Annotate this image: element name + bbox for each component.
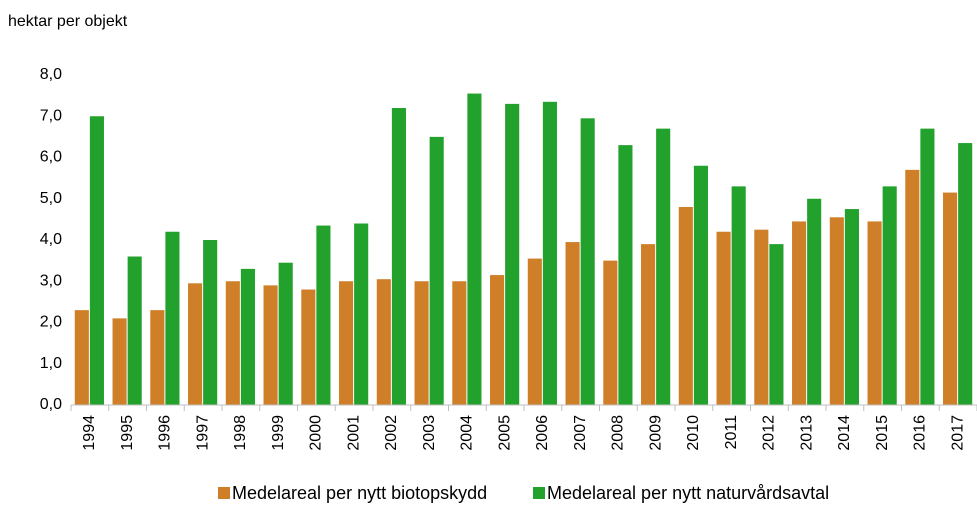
bar	[316, 225, 331, 405]
x-tick-label: 2004	[459, 415, 476, 451]
bar	[882, 186, 897, 405]
bar	[565, 242, 580, 405]
bar	[542, 101, 557, 405]
bar	[263, 285, 278, 405]
legend-swatch	[533, 487, 545, 499]
y-tick-label: 7,0	[40, 107, 62, 124]
bar	[165, 231, 180, 405]
bar	[807, 198, 822, 405]
bar	[792, 221, 807, 405]
y-tick-label: 5,0	[40, 190, 62, 207]
bar	[339, 281, 354, 405]
x-tick-label: 2002	[383, 415, 400, 451]
bar	[429, 136, 444, 405]
x-tick-label: 1998	[232, 415, 249, 451]
y-tick-label: 6,0	[40, 149, 62, 166]
bar	[414, 281, 429, 405]
x-tick-label: 2000	[308, 415, 325, 451]
bar	[844, 209, 859, 405]
bar	[391, 108, 406, 405]
x-tick-label: 1995	[119, 415, 136, 451]
bar	[505, 103, 520, 405]
bar	[829, 217, 844, 405]
bar	[943, 192, 958, 405]
legend-label: Medelareal per nytt biotopskydd	[232, 483, 487, 503]
bar	[452, 281, 467, 405]
x-tick-label: 1997	[194, 415, 211, 451]
bar	[754, 229, 769, 405]
x-tick-label: 2008	[610, 415, 627, 451]
bar	[958, 143, 973, 405]
bar	[490, 275, 505, 405]
bar	[716, 231, 731, 405]
x-tick-label: 2007	[572, 415, 589, 451]
legend-swatch	[218, 487, 230, 499]
bar	[867, 221, 882, 405]
bar	[693, 165, 708, 405]
bar	[127, 256, 142, 405]
bar	[354, 223, 369, 405]
x-tick-label: 2012	[761, 415, 778, 451]
bar	[580, 118, 595, 405]
x-tick-label: 2014	[836, 415, 853, 451]
y-axis-label: hektar per objekt	[8, 13, 128, 30]
bar	[769, 244, 784, 405]
x-tick-label: 2017	[949, 415, 966, 451]
x-tick-label: 2013	[798, 415, 815, 451]
bar	[603, 260, 618, 405]
legend-label: Medelareal per nytt naturvårdsavtal	[547, 483, 829, 503]
x-tick-label: 2010	[685, 415, 702, 451]
x-tick-label: 2009	[647, 415, 664, 451]
bar	[905, 169, 920, 405]
bar	[618, 145, 633, 405]
bar	[225, 281, 240, 405]
bar	[467, 93, 482, 405]
x-tick-label: 2001	[345, 415, 362, 451]
bar	[112, 318, 127, 405]
bar	[678, 207, 693, 405]
bar	[656, 128, 671, 405]
y-tick-label: 0,0	[40, 396, 62, 413]
x-tick-label: 2016	[912, 415, 929, 451]
y-tick-label: 3,0	[40, 272, 62, 289]
bar	[920, 128, 935, 405]
bar	[731, 186, 746, 405]
bar	[188, 283, 203, 405]
x-tick-label: 1994	[81, 415, 98, 451]
bar	[376, 279, 391, 405]
bar	[278, 262, 293, 405]
bar	[74, 310, 89, 405]
y-tick-label: 4,0	[40, 231, 62, 248]
x-tick-label: 2005	[496, 415, 513, 451]
x-tick-label: 2006	[534, 415, 551, 451]
bar	[203, 240, 218, 405]
bar	[527, 258, 542, 405]
bar	[150, 310, 165, 405]
bar	[240, 268, 255, 405]
x-tick-label: 1999	[270, 415, 287, 451]
bar	[89, 116, 104, 405]
bar	[641, 244, 656, 405]
y-tick-label: 2,0	[40, 314, 62, 331]
x-tick-label: 2003	[421, 415, 438, 451]
x-tick-label: 1996	[157, 415, 174, 451]
x-tick-label: 2011	[723, 415, 740, 450]
bar	[301, 289, 316, 405]
x-tick-label: 2015	[874, 415, 891, 451]
y-tick-label: 8,0	[40, 66, 62, 83]
y-tick-label: 1,0	[40, 355, 62, 372]
